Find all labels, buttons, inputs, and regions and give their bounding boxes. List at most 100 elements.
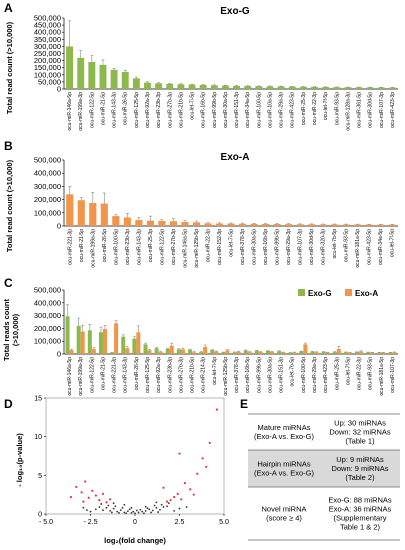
chart-c-xtick-label: ocu-miR-199a-3p xyxy=(78,357,84,396)
chart-c-xtick-label: ocu-miR-26-5p xyxy=(134,357,140,390)
panel-letter-a: A xyxy=(4,1,13,15)
chart-c-xtick-label: ocu-miR-21-5p xyxy=(100,357,106,390)
chart-c-xtick-label: ocu-miR-27b-3p xyxy=(178,357,184,393)
chart-c-ytick-label: 500,000 xyxy=(34,286,61,295)
chart-c-ytick-label: 0 xyxy=(57,350,61,359)
chart-c-xtick-label: ocu-miR-100-5p xyxy=(301,357,307,393)
volcano-point xyxy=(118,511,120,514)
chart-b-bar xyxy=(192,222,201,226)
volcano-point xyxy=(105,506,108,509)
chart-c-ytick-label: 400,000 xyxy=(34,298,61,307)
chart-a-xtick-label: ocu-miR-93-5p xyxy=(334,92,340,125)
chart-b-bar xyxy=(365,224,373,226)
chart-c-bar xyxy=(87,330,92,354)
chart-a-xtick-label: ocu-miR-26-5p xyxy=(123,92,129,125)
volcano-point xyxy=(110,511,113,514)
volcano-xtick-label: 0 xyxy=(133,519,137,526)
volcano-ytick-label: 0 xyxy=(38,512,42,519)
chart-a-bar xyxy=(144,82,151,89)
chart-c-bar xyxy=(188,349,193,354)
chart-c-bar xyxy=(281,352,286,354)
chart-a-ytick-label: 100,000 xyxy=(34,70,61,79)
chart-a-xtick-label: ocu-miR-100-5p xyxy=(256,92,262,128)
chart-b-bar xyxy=(100,203,108,226)
chart-a-bar xyxy=(355,87,363,89)
chart-a-bar xyxy=(88,62,96,89)
chart-c-comparison: Total reads count (>10,000) 0 100,000 200,… xyxy=(2,286,398,396)
chart-b-xtick-label: ocu-miR-27b-3p xyxy=(171,229,177,265)
volcano-point xyxy=(137,511,140,514)
chart-a-xtick-label: ocu-miR-125-5p xyxy=(134,92,140,128)
chart-c-bar xyxy=(158,352,163,354)
chart-a-bar xyxy=(210,85,218,89)
chart-b-xtick-label: ocu-miR-26-5p xyxy=(102,229,108,262)
volcano-point-significant xyxy=(180,498,183,501)
volcano-point xyxy=(94,508,97,511)
chart-a-bar xyxy=(166,83,174,89)
chart-c-bar xyxy=(310,351,315,354)
volcano-point-significant xyxy=(192,493,195,496)
chart-a-xtick-label: ocu-miR-151-3p xyxy=(234,92,240,128)
volcano-point xyxy=(107,504,110,507)
volcano-point xyxy=(89,510,92,513)
chart-c-bar xyxy=(303,344,308,354)
volcano-point xyxy=(162,506,165,508)
volcano-point xyxy=(102,509,104,512)
chart-c-bar xyxy=(80,331,85,354)
chart-a-xtick-label: ocu-let-7i-5p xyxy=(190,92,196,120)
summary-row-label: Novel miRNA xyxy=(261,505,306,514)
chart-a-ytick-label: 50,000 xyxy=(38,77,61,86)
chart-c-bar xyxy=(136,332,141,354)
chart-c-bar xyxy=(214,351,219,354)
chart-c-bar xyxy=(243,350,248,354)
volcano-point xyxy=(155,501,158,504)
volcano-point xyxy=(166,505,168,508)
chart-a-ytick-label: 300,000 xyxy=(34,42,61,51)
chart-c-xtick-label: ocu-miR-92a-3p xyxy=(156,357,162,393)
chart-a-xtick-label: ocu-miR-10a-5p xyxy=(267,92,273,128)
chart-c-xtick-label: ocu-miR-125-5p xyxy=(145,357,151,393)
chart-a-bar xyxy=(199,85,207,89)
volcano-point xyxy=(123,511,126,514)
chart-b-xtick-label: ocu-miR-152-3p xyxy=(217,229,223,265)
chart-c-bar xyxy=(299,351,304,354)
volcano-point xyxy=(178,507,181,510)
chart-c-bar xyxy=(292,352,297,354)
volcano-point xyxy=(141,510,144,513)
volcano-point-significant xyxy=(84,480,87,483)
chart-a-xtick-label: ocu-miR-30a-5p xyxy=(223,92,229,128)
volcano-point-significant xyxy=(189,488,192,491)
chart-b-bar xyxy=(261,224,270,226)
chart-b-xtick-label: ocu-miR-143-3p xyxy=(136,229,142,265)
chart-c-xtick-label: ocu-miR-378-3p xyxy=(234,357,240,393)
volcano-point-significant xyxy=(173,495,176,499)
chart-a-xtick-label: ocu-miR-30d-5p xyxy=(368,92,374,128)
chart-b-xtick-label: ocu-miR-122-5p xyxy=(159,229,165,265)
chart-c-bar xyxy=(332,351,337,354)
legend-label-exo-a: Exo-A xyxy=(355,289,378,298)
chart-a-bar xyxy=(277,86,285,89)
volcano-point xyxy=(159,508,161,511)
chart-c-bar xyxy=(321,351,326,354)
chart-b-xtick-label: ocu-miR-30d-5p xyxy=(309,229,315,265)
volcano-point-significant xyxy=(108,498,112,501)
chart-a-ytick-label: 200,000 xyxy=(34,56,61,65)
chart-c-bar xyxy=(210,350,215,354)
chart-c-bar xyxy=(132,338,137,354)
volcano-point-significant xyxy=(169,498,172,502)
volcano-point-significant xyxy=(165,500,169,503)
chart-b-bar xyxy=(227,223,235,226)
chart-a-bar xyxy=(388,87,396,89)
chart-c-bar xyxy=(336,348,341,354)
chart-a-ytick-label: 450,000 xyxy=(34,21,61,30)
chart-c-bar xyxy=(388,352,393,354)
chart-c-bar xyxy=(192,352,197,354)
chart-c-xtick-label: ocu-miR-181a-5p xyxy=(379,357,385,396)
chart-b-xtick-label: ocu-miR-125b-5p xyxy=(194,229,200,268)
chart-a-xtick-label: ocu-miR-16b-5p xyxy=(201,92,207,128)
chart-c-legend: Exo-G Exo-A xyxy=(298,289,378,298)
summary-row-bg xyxy=(248,487,400,540)
chart-c-bar xyxy=(288,352,293,354)
volcano-point xyxy=(167,502,170,505)
